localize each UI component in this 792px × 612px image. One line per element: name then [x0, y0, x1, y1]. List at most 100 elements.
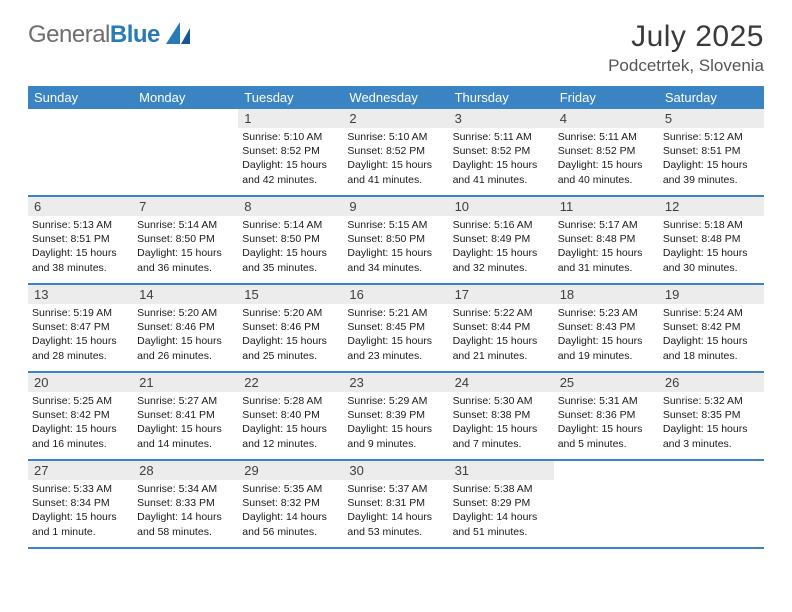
day-sr: Sunrise: 5:33 AM [32, 482, 129, 496]
day-d1: Daylight: 15 hours [558, 246, 655, 260]
day-cell: 27Sunrise: 5:33 AMSunset: 8:34 PMDayligh… [28, 461, 133, 547]
day-ss: Sunset: 8:49 PM [453, 232, 550, 246]
weekday-header-row: Sunday Monday Tuesday Wednesday Thursday… [28, 86, 764, 109]
location-subtitle: Podcetrtek, Slovenia [608, 56, 764, 76]
day-number: 23 [343, 373, 448, 392]
day-body: Sunrise: 5:34 AMSunset: 8:33 PMDaylight:… [133, 480, 238, 543]
day-d1: Daylight: 15 hours [663, 334, 760, 348]
day-d1: Daylight: 15 hours [347, 334, 444, 348]
day-ss: Sunset: 8:52 PM [242, 144, 339, 158]
day-body: Sunrise: 5:33 AMSunset: 8:34 PMDaylight:… [28, 480, 133, 543]
day-ss: Sunset: 8:52 PM [558, 144, 655, 158]
day-number: 22 [238, 373, 343, 392]
day-number: 28 [133, 461, 238, 480]
day-d2: and 41 minutes. [453, 173, 550, 187]
day-d1: Daylight: 15 hours [453, 246, 550, 260]
day-d1: Daylight: 15 hours [137, 422, 234, 436]
day-body: Sunrise: 5:30 AMSunset: 8:38 PMDaylight:… [449, 392, 554, 455]
day-d2: and 9 minutes. [347, 437, 444, 451]
day-ss: Sunset: 8:40 PM [242, 408, 339, 422]
day-body: Sunrise: 5:24 AMSunset: 8:42 PMDaylight:… [659, 304, 764, 367]
day-sr: Sunrise: 5:24 AM [663, 306, 760, 320]
day-ss: Sunset: 8:43 PM [558, 320, 655, 334]
day-d1: Daylight: 14 hours [137, 510, 234, 524]
page-title: July 2025 [608, 20, 764, 54]
day-number: 29 [238, 461, 343, 480]
day-body: Sunrise: 5:10 AMSunset: 8:52 PMDaylight:… [343, 128, 448, 191]
day-d1: Daylight: 15 hours [242, 158, 339, 172]
day-cell: 23Sunrise: 5:29 AMSunset: 8:39 PMDayligh… [343, 373, 448, 459]
day-d2: and 36 minutes. [137, 261, 234, 275]
day-d2: and 23 minutes. [347, 349, 444, 363]
brand-logo: GeneralBlue [28, 20, 192, 49]
day-cell: 9Sunrise: 5:15 AMSunset: 8:50 PMDaylight… [343, 197, 448, 283]
day-sr: Sunrise: 5:37 AM [347, 482, 444, 496]
day-cell: 31Sunrise: 5:38 AMSunset: 8:29 PMDayligh… [449, 461, 554, 547]
day-d2: and 53 minutes. [347, 525, 444, 539]
day-body: Sunrise: 5:22 AMSunset: 8:44 PMDaylight:… [449, 304, 554, 367]
day-sr: Sunrise: 5:15 AM [347, 218, 444, 232]
day-d1: Daylight: 15 hours [242, 422, 339, 436]
day-number: 20 [28, 373, 133, 392]
empty-day-cell [133, 109, 238, 195]
day-body: Sunrise: 5:18 AMSunset: 8:48 PMDaylight:… [659, 216, 764, 279]
day-ss: Sunset: 8:51 PM [32, 232, 129, 246]
day-cell: 18Sunrise: 5:23 AMSunset: 8:43 PMDayligh… [554, 285, 659, 371]
day-d2: and 21 minutes. [453, 349, 550, 363]
day-body: Sunrise: 5:23 AMSunset: 8:43 PMDaylight:… [554, 304, 659, 367]
day-cell: 2Sunrise: 5:10 AMSunset: 8:52 PMDaylight… [343, 109, 448, 195]
day-sr: Sunrise: 5:14 AM [137, 218, 234, 232]
weekday-header: Sunday [28, 86, 133, 109]
day-number: 1 [238, 109, 343, 128]
day-d2: and 16 minutes. [32, 437, 129, 451]
day-body: Sunrise: 5:38 AMSunset: 8:29 PMDaylight:… [449, 480, 554, 543]
day-cell: 21Sunrise: 5:27 AMSunset: 8:41 PMDayligh… [133, 373, 238, 459]
day-cell: 5Sunrise: 5:12 AMSunset: 8:51 PMDaylight… [659, 109, 764, 195]
day-sr: Sunrise: 5:18 AM [663, 218, 760, 232]
day-cell: 20Sunrise: 5:25 AMSunset: 8:42 PMDayligh… [28, 373, 133, 459]
day-cell: 14Sunrise: 5:20 AMSunset: 8:46 PMDayligh… [133, 285, 238, 371]
day-body: Sunrise: 5:31 AMSunset: 8:36 PMDaylight:… [554, 392, 659, 455]
day-ss: Sunset: 8:39 PM [347, 408, 444, 422]
day-sr: Sunrise: 5:27 AM [137, 394, 234, 408]
weekday-header: Saturday [659, 86, 764, 109]
day-body: Sunrise: 5:14 AMSunset: 8:50 PMDaylight:… [238, 216, 343, 279]
day-number: 17 [449, 285, 554, 304]
day-body: Sunrise: 5:21 AMSunset: 8:45 PMDaylight:… [343, 304, 448, 367]
day-body: Sunrise: 5:10 AMSunset: 8:52 PMDaylight:… [238, 128, 343, 191]
day-sr: Sunrise: 5:34 AM [137, 482, 234, 496]
day-cell: 17Sunrise: 5:22 AMSunset: 8:44 PMDayligh… [449, 285, 554, 371]
day-number: 16 [343, 285, 448, 304]
weekday-header: Monday [133, 86, 238, 109]
day-ss: Sunset: 8:45 PM [347, 320, 444, 334]
empty-day-cell [28, 109, 133, 195]
empty-day-cell [554, 461, 659, 547]
day-sr: Sunrise: 5:13 AM [32, 218, 129, 232]
weekday-header: Friday [554, 86, 659, 109]
day-d2: and 51 minutes. [453, 525, 550, 539]
day-sr: Sunrise: 5:10 AM [242, 130, 339, 144]
calendar-page: GeneralBlue July 2025 Podcetrtek, Sloven… [0, 0, 792, 569]
day-d1: Daylight: 15 hours [558, 158, 655, 172]
day-d1: Daylight: 15 hours [663, 422, 760, 436]
day-sr: Sunrise: 5:38 AM [453, 482, 550, 496]
day-ss: Sunset: 8:50 PM [347, 232, 444, 246]
day-d1: Daylight: 15 hours [453, 422, 550, 436]
day-cell: 4Sunrise: 5:11 AMSunset: 8:52 PMDaylight… [554, 109, 659, 195]
day-cell: 12Sunrise: 5:18 AMSunset: 8:48 PMDayligh… [659, 197, 764, 283]
day-ss: Sunset: 8:44 PM [453, 320, 550, 334]
weekday-header: Tuesday [238, 86, 343, 109]
day-number: 25 [554, 373, 659, 392]
day-number: 26 [659, 373, 764, 392]
day-d2: and 40 minutes. [558, 173, 655, 187]
day-d1: Daylight: 14 hours [347, 510, 444, 524]
day-d1: Daylight: 15 hours [32, 422, 129, 436]
day-ss: Sunset: 8:50 PM [137, 232, 234, 246]
day-number: 8 [238, 197, 343, 216]
day-ss: Sunset: 8:35 PM [663, 408, 760, 422]
day-body: Sunrise: 5:11 AMSunset: 8:52 PMDaylight:… [554, 128, 659, 191]
day-sr: Sunrise: 5:14 AM [242, 218, 339, 232]
day-cell: 26Sunrise: 5:32 AMSunset: 8:35 PMDayligh… [659, 373, 764, 459]
day-d2: and 30 minutes. [663, 261, 760, 275]
day-number: 30 [343, 461, 448, 480]
